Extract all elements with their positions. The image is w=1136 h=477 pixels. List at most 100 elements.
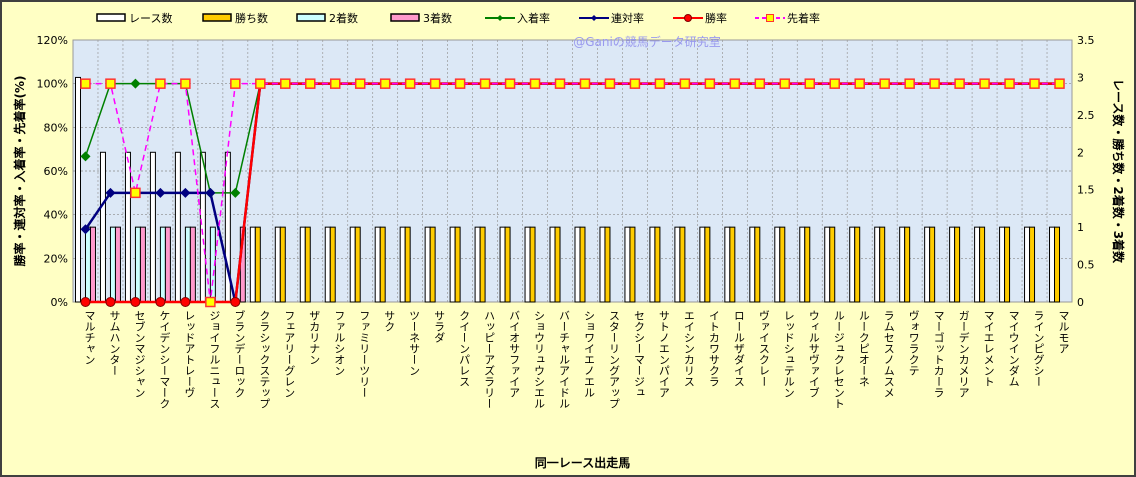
x-tick-label: マルモア xyxy=(1057,310,1070,354)
bar-3着数 xyxy=(164,226,171,303)
bar-レース数 xyxy=(324,226,331,303)
x-tick-label: サムハンター xyxy=(108,310,121,376)
bar-勝ち数 xyxy=(654,226,661,303)
marker-先着率 xyxy=(804,78,816,89)
marker-先着率 xyxy=(379,78,391,89)
bar-レース数 xyxy=(574,226,581,303)
bar-勝ち数 xyxy=(1054,226,1061,303)
marker-先着率 xyxy=(829,78,840,89)
y-tick-left: 60% xyxy=(44,165,68,178)
x-tick-label: サク xyxy=(383,310,396,332)
bar-レース数 xyxy=(949,226,956,303)
marker-連対率 xyxy=(180,187,191,198)
marker-勝率 xyxy=(155,297,166,307)
marker-先着率 xyxy=(929,78,940,89)
marker-先着率 xyxy=(879,78,890,89)
x-tick-label: ラインピグシー xyxy=(1032,310,1045,387)
marker-先着率 xyxy=(130,187,141,199)
legend-marker xyxy=(766,14,774,22)
bar-レース数 xyxy=(874,226,881,303)
bar-レース数 xyxy=(124,151,131,303)
legend-marker xyxy=(684,14,692,22)
y-tick-right: 2.5 xyxy=(1077,109,1095,122)
marker-先着率 xyxy=(329,78,341,89)
watermark: @Ganiの競馬データ研究室 xyxy=(573,34,721,49)
bar-勝ち数 xyxy=(979,226,986,303)
x-tick-label: ヴァイスクレー xyxy=(757,310,770,387)
bar-勝ち数 xyxy=(1004,226,1011,303)
y-tick-right: 1 xyxy=(1077,221,1084,234)
bar-勝ち数 xyxy=(254,226,261,303)
marker-連対率 xyxy=(205,187,216,198)
marker-先着率 xyxy=(404,78,416,89)
marker-先着率 xyxy=(729,78,741,89)
marker-先着率 xyxy=(1029,78,1040,89)
bar-勝ち数 xyxy=(379,226,386,303)
x-tick-label: ウィルサヴァイブ xyxy=(807,310,820,398)
bar-3着数 xyxy=(139,226,146,303)
marker-先着率 xyxy=(754,78,766,89)
x-tick-label: イトカワサクラ xyxy=(707,310,720,387)
bar-レース数 xyxy=(624,226,631,303)
legend-label: 勝ち数 xyxy=(235,11,268,25)
bar-勝ち数 xyxy=(804,226,811,303)
bar-勝ち数 xyxy=(579,226,586,303)
bar-勝ち数 xyxy=(454,226,461,303)
y-tick-left: 80% xyxy=(44,121,68,134)
marker-先着率 xyxy=(429,78,441,89)
bar-勝ち数 xyxy=(279,226,286,303)
marker-先着率 xyxy=(1004,78,1015,89)
x-tick-label: マルチャン xyxy=(83,310,96,365)
bar-レース数 xyxy=(299,226,306,303)
bar-レース数 xyxy=(924,226,931,303)
bar-レース数 xyxy=(1049,226,1056,303)
legend-label: 3着数 xyxy=(423,11,452,25)
bar-勝ち数 xyxy=(329,226,336,303)
legend-label: 勝率 xyxy=(705,11,727,25)
x-tick-label: ファミリーツリー xyxy=(358,310,371,398)
bar-3着数 xyxy=(89,226,96,303)
marker-勝率 xyxy=(130,297,141,307)
x-tick-label: ジョイフルニュース xyxy=(208,310,221,409)
x-tick-label: ラムセスノムスメ xyxy=(882,310,895,398)
x-tick-label: レッドシュテルン xyxy=(782,310,795,398)
x-tick-label: ケイデンシーマーク xyxy=(158,310,171,409)
x-tick-label: マイウインダム xyxy=(1007,310,1020,387)
bar-レース数 xyxy=(774,226,781,303)
marker-先着率 xyxy=(529,78,541,89)
x-tick-label: ブランデーロック xyxy=(233,309,246,398)
marker-先着率 xyxy=(554,78,566,89)
bar-レース数 xyxy=(274,226,281,303)
x-tick-label: ショウリュウシエル xyxy=(533,310,546,409)
legend-label: 2着数 xyxy=(329,11,358,25)
y-tick-right: 3 xyxy=(1077,71,1084,84)
marker-先着率 xyxy=(280,78,291,89)
marker-先着率 xyxy=(255,78,266,89)
x-tick-label: マーゴットカーラ xyxy=(932,310,945,398)
bar-勝ち数 xyxy=(954,226,961,303)
bar-勝ち数 xyxy=(304,226,311,303)
x-tick-label: エイシンカリス xyxy=(682,310,695,387)
x-tick-label: バーチャルアイドル xyxy=(558,310,571,409)
bar-勝ち数 xyxy=(554,226,561,303)
marker-先着率 xyxy=(979,78,990,89)
x-tick-label: セブンマジシャン xyxy=(133,310,146,398)
marker-入着率 xyxy=(80,151,91,162)
x-tick-label: ファルシオン xyxy=(333,310,346,376)
x-tick-label: マイエレメント xyxy=(982,310,995,387)
x-axis-title: 同一レース出走馬 xyxy=(535,455,630,470)
x-tick-label: ガーデンカメリア xyxy=(957,310,970,398)
bar-レース数 xyxy=(1024,226,1031,303)
y-tick-right: 0.5 xyxy=(1077,259,1095,272)
marker-先着率 xyxy=(205,296,216,308)
bar-レース数 xyxy=(149,151,156,303)
marker-先着率 xyxy=(454,78,466,89)
bar-勝ち数 xyxy=(404,226,411,303)
marker-入着率 xyxy=(130,78,141,89)
marker-先着率 xyxy=(155,78,166,89)
bar-勝ち数 xyxy=(829,226,836,303)
x-tick-label: ロールザダイス xyxy=(732,310,745,387)
y-tick-left: 40% xyxy=(44,209,68,222)
bar-レース数 xyxy=(449,226,456,303)
